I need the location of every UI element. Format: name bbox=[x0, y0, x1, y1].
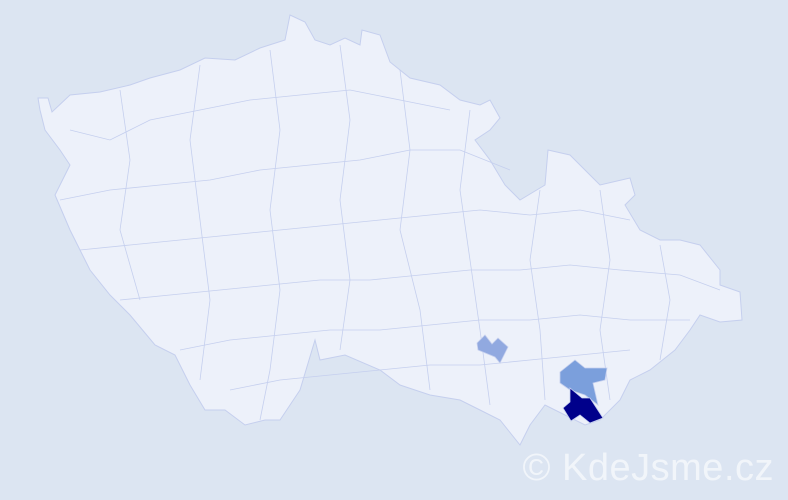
watermark: © KdeJsme.cz bbox=[522, 447, 774, 489]
district-level-high[interactable] bbox=[562, 387, 604, 424]
district-borders bbox=[59, 44, 721, 421]
district-level-low[interactable] bbox=[476, 334, 509, 364]
district-level-mid[interactable] bbox=[559, 359, 608, 406]
country-outline bbox=[37, 14, 743, 446]
